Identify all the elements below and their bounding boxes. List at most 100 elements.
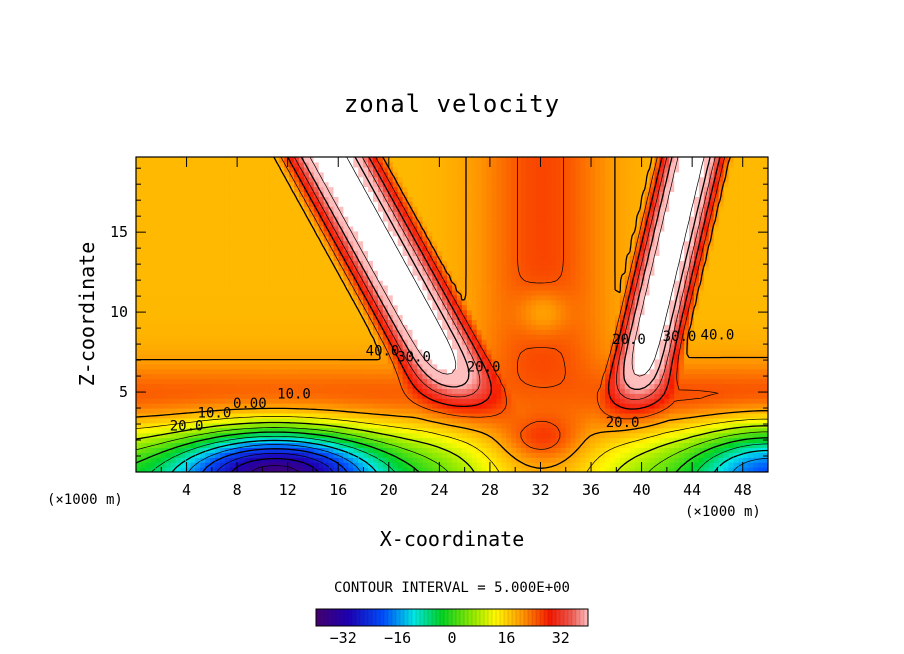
field-cell — [377, 452, 384, 458]
field-cell — [392, 467, 399, 472]
field-cell — [718, 289, 725, 296]
field-cell — [521, 383, 527, 389]
field-cell — [689, 412, 695, 419]
field-cell — [387, 398, 394, 404]
field-cell — [629, 339, 636, 345]
field-cell — [190, 353, 196, 360]
field-cell — [442, 329, 448, 335]
field-cell — [392, 393, 399, 399]
field-cell — [150, 417, 157, 424]
field-cell — [713, 344, 720, 350]
field-cell — [758, 324, 764, 330]
field-cell — [195, 422, 201, 429]
field-cell — [422, 427, 428, 434]
field-cell — [180, 339, 186, 345]
field-cell — [644, 334, 651, 340]
field-cell — [575, 442, 581, 448]
field-cell — [452, 457, 458, 463]
field-cell — [471, 457, 478, 463]
field-cell — [155, 398, 162, 404]
field-cell — [550, 294, 557, 301]
field-cell — [200, 412, 206, 419]
field-cell — [284, 432, 290, 439]
field-cell — [753, 383, 759, 389]
field-cell — [610, 368, 616, 375]
field-cell — [373, 280, 379, 286]
field-cell — [486, 329, 493, 335]
field-cell — [585, 462, 591, 468]
field-cell — [160, 309, 167, 316]
field-cell — [486, 437, 493, 444]
field-cell — [580, 344, 586, 350]
field-cell — [550, 412, 557, 419]
field-cell — [229, 294, 236, 301]
field-cell — [605, 467, 611, 472]
field-cell — [298, 393, 305, 399]
field-cell — [540, 393, 547, 399]
field-cell — [743, 408, 749, 414]
field-cell — [526, 348, 532, 355]
field-cell — [461, 422, 468, 429]
field-cell — [753, 299, 759, 306]
field-cell — [165, 319, 172, 325]
field-cell — [303, 393, 310, 399]
field-cell — [422, 358, 428, 365]
field-cell — [506, 324, 512, 330]
field-cell — [748, 280, 754, 286]
field-cell — [323, 353, 330, 360]
field-cell — [501, 280, 507, 286]
field-cell — [397, 467, 404, 472]
field-cell — [491, 309, 498, 316]
field-cell — [447, 344, 453, 350]
field-cell — [550, 398, 557, 404]
field-cell — [219, 348, 226, 355]
field-cell — [224, 452, 231, 458]
field-cell — [610, 339, 616, 345]
field-cell — [170, 344, 177, 350]
field-cell — [649, 289, 656, 296]
field-cell — [432, 437, 438, 444]
field-cell — [363, 339, 369, 345]
field-cell — [269, 452, 275, 458]
field-cell — [284, 329, 290, 335]
field-cell — [693, 427, 700, 434]
field-cell — [679, 319, 685, 325]
field-cell — [264, 432, 270, 439]
field-cell — [150, 280, 157, 286]
field-cell — [200, 403, 206, 409]
field-cell — [516, 432, 522, 439]
field-cell — [140, 294, 147, 301]
field-cell — [545, 324, 552, 330]
field-cell — [649, 412, 656, 419]
field-cell — [313, 417, 320, 424]
field-cell — [333, 393, 340, 399]
field-cell — [758, 398, 764, 404]
field-cell — [313, 378, 320, 384]
field-cell — [610, 437, 616, 444]
field-cell — [639, 417, 646, 424]
field-cell — [555, 457, 562, 463]
field-cell — [531, 403, 537, 409]
field-cell — [308, 368, 315, 375]
field-cell — [698, 314, 705, 321]
field-cell — [219, 299, 226, 306]
field-cell — [254, 324, 261, 330]
field-cell — [580, 294, 586, 301]
field-cell — [402, 437, 409, 444]
field-cell — [160, 388, 167, 394]
field-cell — [363, 422, 369, 429]
field-cell — [664, 344, 670, 350]
field-cell — [432, 452, 438, 458]
field-cell — [619, 294, 626, 301]
field-cell — [333, 353, 340, 360]
field-cell — [392, 373, 399, 380]
field-cell — [175, 447, 182, 453]
field-cell — [239, 467, 246, 472]
field-cell — [718, 348, 725, 355]
field-cell — [229, 452, 236, 458]
field-cell — [743, 344, 749, 350]
field-cell — [585, 442, 591, 448]
field-cell — [491, 447, 498, 453]
field-cell — [644, 319, 651, 325]
field-cell — [229, 363, 236, 370]
